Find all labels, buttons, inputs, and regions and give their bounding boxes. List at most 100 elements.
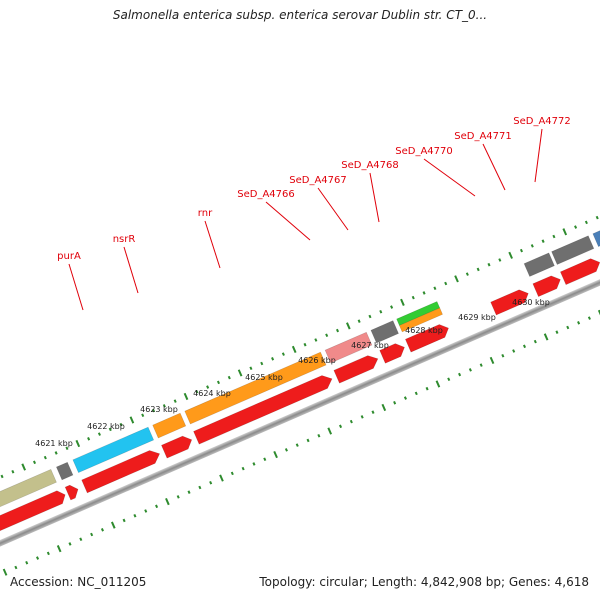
minor-tick — [552, 234, 556, 239]
minor-tick — [487, 262, 491, 267]
minor-tick — [555, 330, 559, 334]
minor-tick — [209, 481, 213, 485]
minor-tick — [368, 314, 372, 319]
kbp-label: 4630 kbp — [512, 298, 550, 307]
minor-tick — [133, 513, 137, 518]
minor-tick — [195, 389, 199, 394]
inner-tick-track — [2, 309, 600, 576]
gene-label: SeD_A4771 — [454, 131, 512, 142]
minor-tick — [187, 490, 191, 494]
major-tick — [435, 380, 441, 388]
minor-tick — [414, 391, 418, 396]
minor-tick — [530, 244, 534, 248]
minor-tick — [317, 433, 321, 438]
gray-feature — [55, 461, 74, 481]
blue-feature — [592, 185, 600, 247]
gene-label: SeD_A4768 — [341, 160, 399, 171]
minor-tick — [522, 344, 527, 349]
major-tick — [543, 333, 549, 341]
minor-tick — [54, 451, 58, 455]
minor-tick — [306, 438, 310, 443]
major-tick — [597, 309, 600, 317]
minor-tick — [512, 349, 516, 353]
major-tick — [562, 228, 568, 236]
major-tick — [327, 427, 333, 435]
map-title: Salmonella enterica subsp. enterica sero… — [112, 8, 488, 22]
major-tick — [489, 356, 495, 365]
minor-tick — [46, 551, 50, 556]
gene-label: SeD_A4766 — [237, 189, 295, 200]
major-tick — [219, 474, 224, 482]
leader-line — [482, 143, 506, 191]
leader-line — [534, 128, 543, 183]
kbp-label: 4624 kbp — [193, 389, 231, 398]
cds-arrow — [333, 355, 379, 384]
major-tick — [75, 439, 81, 448]
minor-tick — [587, 316, 591, 320]
minor-tick — [0, 474, 4, 479]
kbp-label: 4623 kbp — [140, 405, 178, 414]
minor-tick — [357, 319, 361, 323]
minor-tick — [25, 560, 29, 565]
minor-tick — [360, 415, 364, 419]
minor-tick — [403, 396, 407, 400]
minor-tick — [162, 404, 166, 408]
minor-tick — [260, 361, 264, 366]
minor-tick — [43, 455, 47, 460]
minor-tick — [314, 338, 318, 342]
leader-line — [423, 158, 476, 197]
kbp-label: 4625 kbp — [245, 373, 283, 382]
minor-tick — [468, 368, 472, 372]
cds-arrow — [404, 324, 449, 353]
pink-feature — [324, 331, 373, 364]
minor-tick — [206, 385, 210, 389]
minor-tick — [393, 401, 397, 405]
leader-line — [317, 187, 349, 231]
minor-tick — [227, 375, 231, 380]
minor-tick — [379, 309, 383, 314]
major-tick — [454, 275, 459, 283]
cds-arrow — [379, 343, 405, 364]
minor-tick — [87, 437, 91, 441]
gene-labels: purA nsrR rnr SeD_A4766 SeD_A4767 SeD_A4768 Se… — [57, 116, 571, 311]
minor-tick — [303, 342, 307, 347]
kbp-label: 4626 kbp — [298, 356, 336, 365]
minor-tick — [476, 267, 480, 272]
major-tick — [2, 568, 8, 576]
minor-tick — [252, 462, 256, 466]
minor-tick — [32, 460, 37, 465]
minor-tick — [152, 408, 156, 413]
major-tick — [110, 521, 116, 529]
minor-tick — [122, 518, 126, 523]
major-tick — [237, 369, 243, 377]
minor-tick — [14, 565, 18, 570]
minor-tick — [566, 325, 570, 330]
minor-tick — [479, 363, 483, 367]
minor-tick — [433, 286, 437, 291]
minor-tick — [263, 457, 267, 462]
minor-tick — [422, 291, 426, 295]
outer-tick-track — [0, 215, 599, 479]
minor-tick — [36, 556, 40, 560]
minor-tick — [325, 333, 329, 338]
minor-tick — [574, 225, 578, 229]
minor-tick — [541, 239, 545, 243]
minor-tick — [271, 357, 275, 361]
kbp-label: 4629 kbp — [458, 313, 496, 322]
minor-tick — [241, 466, 245, 471]
cds-arrow — [532, 275, 561, 298]
kbp-label: 4621 kbp — [35, 439, 73, 448]
minor-tick — [498, 258, 502, 262]
gray-feature — [370, 320, 399, 344]
minor-tick — [465, 272, 469, 276]
minor-tick — [216, 380, 220, 385]
major-tick — [183, 392, 189, 401]
minor-tick — [411, 295, 415, 300]
cds-arrow-rnr — [193, 375, 333, 445]
major-tick — [165, 497, 170, 506]
minor-tick — [173, 399, 177, 403]
cds-arrow-purA — [81, 450, 161, 494]
minor-tick — [425, 386, 429, 391]
minor-tick — [284, 448, 288, 452]
major-tick — [381, 403, 387, 412]
